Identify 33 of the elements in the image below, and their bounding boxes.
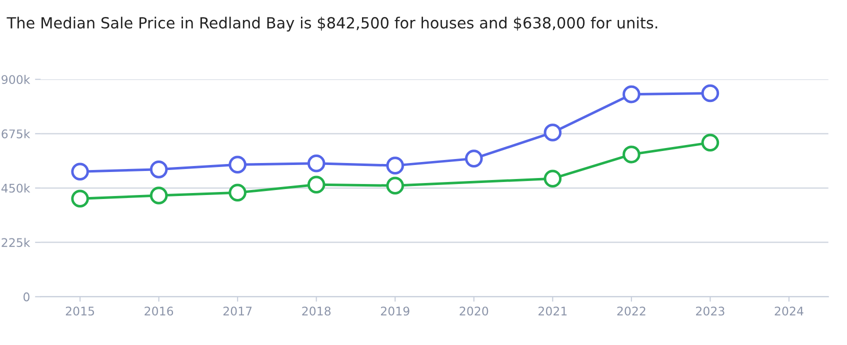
point bbox=[386, 156, 404, 174]
x-tick-label: 2015 bbox=[66, 306, 94, 316]
point bbox=[150, 160, 168, 178]
x-tick-label: 2016 bbox=[144, 306, 174, 316]
point bbox=[622, 146, 640, 164]
point bbox=[622, 85, 640, 104]
point bbox=[150, 186, 168, 204]
x-tick-label: 2020 bbox=[460, 306, 488, 316]
x-tick-label: 2022 bbox=[617, 306, 646, 316]
point bbox=[701, 134, 720, 152]
x-tick-label: 2018 bbox=[302, 306, 331, 316]
x-tick-label: 2017 bbox=[223, 306, 252, 316]
x-tick-label: 2021 bbox=[538, 306, 567, 316]
point bbox=[544, 124, 562, 142]
point bbox=[701, 84, 720, 102]
point bbox=[544, 170, 562, 188]
point bbox=[71, 162, 89, 180]
point bbox=[307, 154, 326, 172]
x-tick-label: 2019 bbox=[380, 306, 410, 316]
y-tick-label: 675k bbox=[2, 129, 30, 138]
point bbox=[386, 176, 404, 194]
point bbox=[465, 150, 483, 168]
point bbox=[71, 190, 89, 208]
chart-title: The Median Sale Price in Redland Bay is $842,500 for houses and $638,000 for units. bbox=[6, 16, 658, 32]
point bbox=[228, 184, 246, 202]
y-tick-label: 900k bbox=[2, 74, 30, 84]
y-tick-label: 0 bbox=[24, 292, 30, 302]
point bbox=[307, 176, 326, 194]
y-tick-label: 225k bbox=[2, 238, 30, 248]
point bbox=[228, 156, 246, 174]
y-tick-label: 450k bbox=[1, 184, 30, 193]
x-tick-label: 2023 bbox=[696, 306, 724, 316]
x-tick-label: 2024 bbox=[774, 306, 804, 316]
